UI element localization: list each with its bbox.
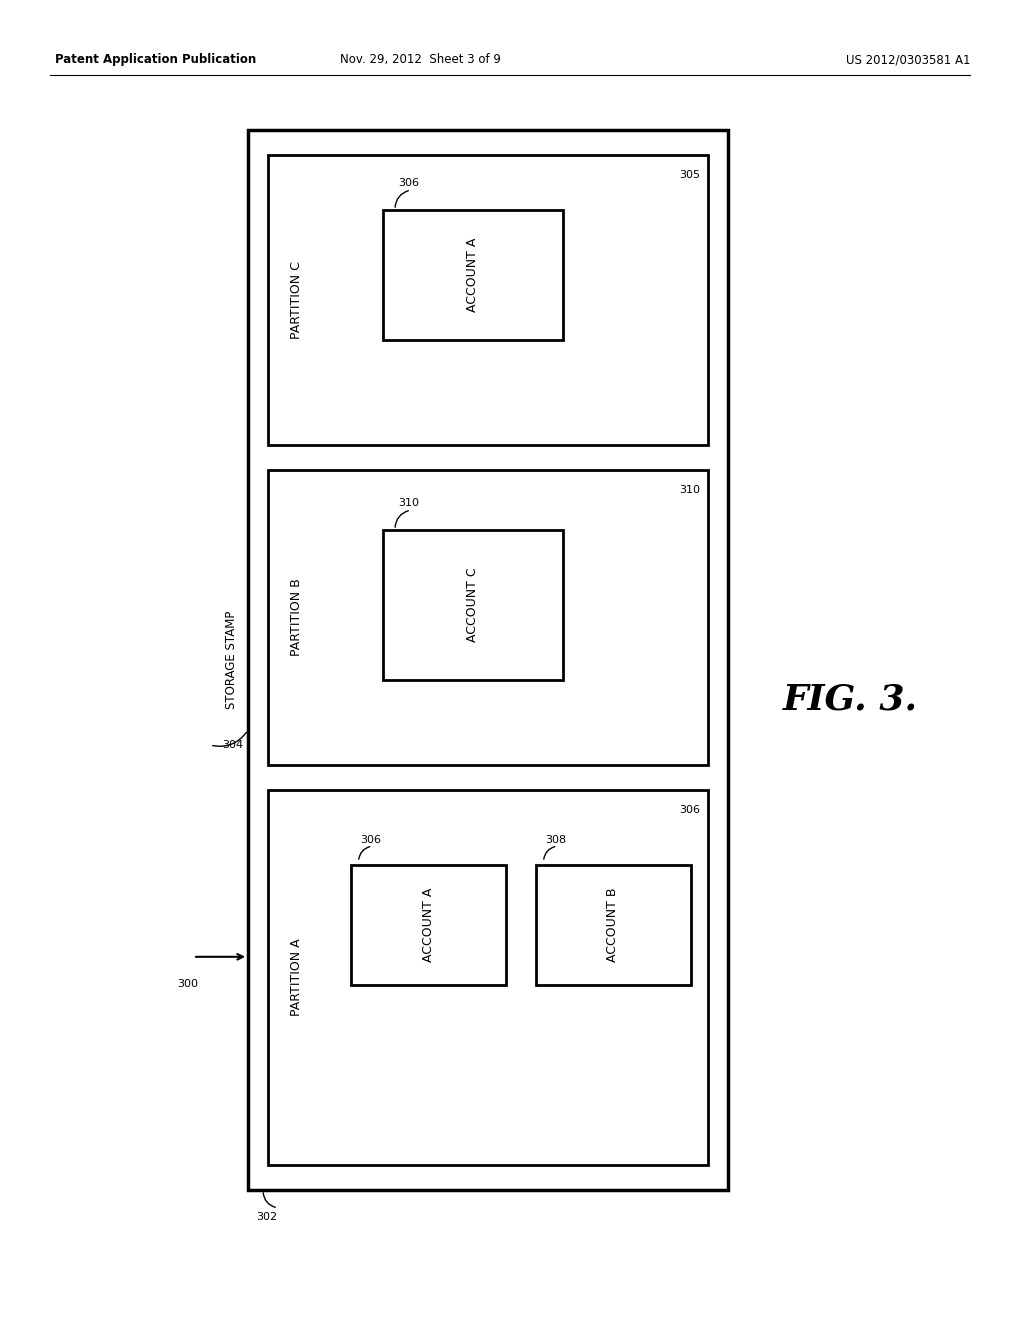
Text: US 2012/0303581 A1: US 2012/0303581 A1 xyxy=(846,54,970,66)
Bar xyxy=(536,865,690,985)
Bar xyxy=(350,865,506,985)
Text: 308: 308 xyxy=(546,836,566,845)
Bar xyxy=(268,154,708,445)
Text: 300: 300 xyxy=(177,979,199,989)
Text: Patent Application Publication: Patent Application Publication xyxy=(55,54,256,66)
Bar xyxy=(268,470,708,766)
Bar xyxy=(268,789,708,1166)
Text: ACCOUNT A: ACCOUNT A xyxy=(467,238,479,313)
Text: ACCOUNT B: ACCOUNT B xyxy=(606,888,620,962)
Text: 310: 310 xyxy=(679,484,700,495)
Text: PARTITION C: PARTITION C xyxy=(290,261,302,339)
Text: PARTITION B: PARTITION B xyxy=(290,578,302,656)
Text: ACCOUNT A: ACCOUNT A xyxy=(422,888,434,962)
Text: 310: 310 xyxy=(398,498,419,508)
Text: 306: 306 xyxy=(360,836,382,845)
Text: PARTITION A: PARTITION A xyxy=(290,939,302,1016)
Text: FIG. 3.: FIG. 3. xyxy=(782,682,918,717)
Bar xyxy=(383,531,563,680)
Bar xyxy=(383,210,563,341)
Text: Nov. 29, 2012  Sheet 3 of 9: Nov. 29, 2012 Sheet 3 of 9 xyxy=(340,54,501,66)
Text: 306: 306 xyxy=(679,805,700,814)
Text: 302: 302 xyxy=(256,1212,278,1222)
Text: 305: 305 xyxy=(679,170,700,180)
Text: STORAGE STAMP: STORAGE STAMP xyxy=(225,611,238,709)
Text: 306: 306 xyxy=(398,178,419,187)
Bar xyxy=(248,129,728,1191)
Text: ACCOUNT C: ACCOUNT C xyxy=(467,568,479,643)
Text: 304: 304 xyxy=(222,741,243,750)
